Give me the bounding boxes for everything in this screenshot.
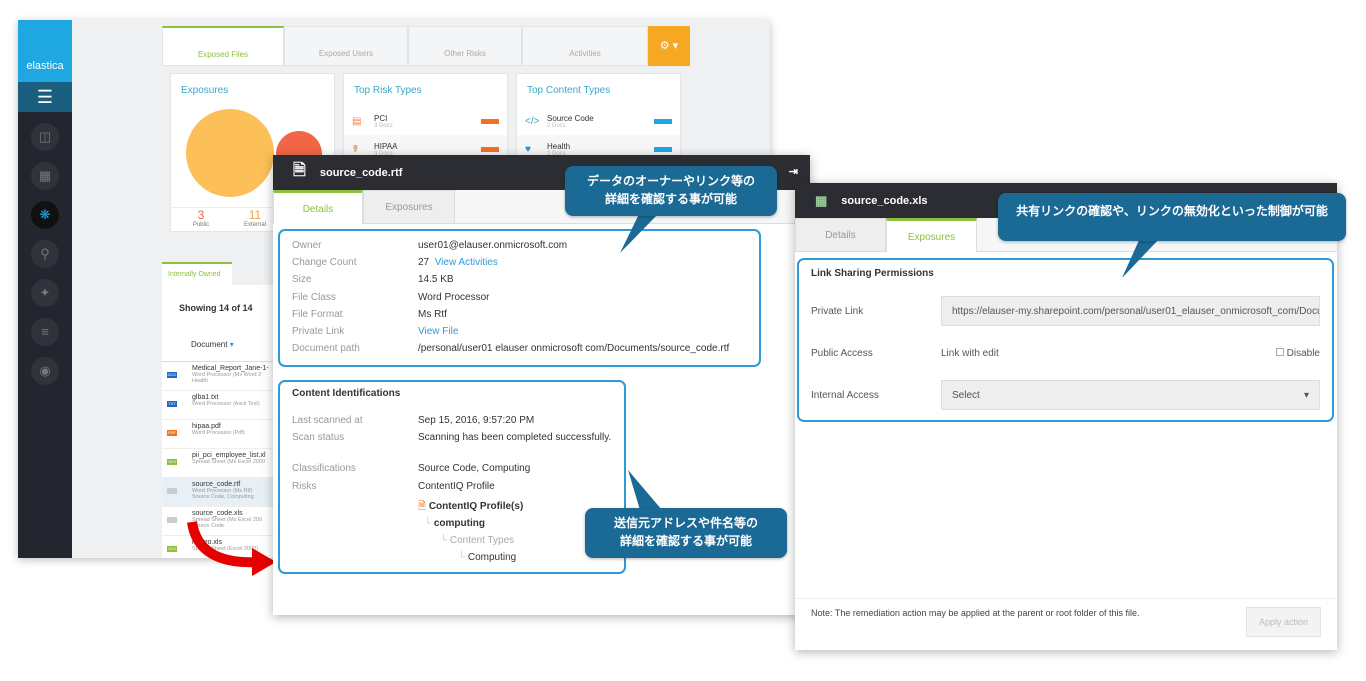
file-type-badge: TXT: [167, 401, 177, 407]
compass-icon[interactable]: ✦: [31, 279, 59, 307]
detail-row: Size 14.5 KB: [292, 274, 454, 286]
detail-row: File Class Word Processor: [292, 291, 490, 303]
apply-action-button[interactable]: Apply action: [1246, 607, 1321, 637]
file-type-badge: [167, 517, 177, 523]
table-row[interactable]: source_code.rtf Word Processor (Ms Rtf) So…: [162, 478, 282, 507]
tab-internally-owned[interactable]: Internally Owned: [162, 262, 232, 286]
file-type-badge: PDF: [167, 430, 177, 436]
document-column-header[interactable]: Document ▾: [162, 340, 282, 362]
gear-button[interactable]: ⚙ ▾: [648, 26, 690, 66]
table-row[interactable]: TXT glba1.txt Word Processor (Ascii Text): [162, 391, 282, 420]
list-item[interactable]: </> Source Code 2 Docs: [517, 107, 680, 135]
document-list: Showing 14 of 14 Document ▾ DOC Medical_R…: [162, 285, 282, 558]
file-type-badge: DOC: [167, 372, 177, 378]
tab-exposures[interactable]: Exposures: [363, 190, 455, 224]
caduceus-icon: ☤: [352, 143, 359, 155]
external-bubble: [186, 109, 274, 197]
tab-details[interactable]: Details: [273, 190, 363, 224]
file-details-panel: 🗎 source_code.rtf ⇥ Details Exposures Owner…: [273, 155, 810, 615]
table-row[interactable]: XLS pii_pci_employee_list.xl Spread Sheet …: [162, 449, 282, 478]
detail-row: File Format Ms Rtf: [292, 308, 447, 320]
logo: elastica: [18, 20, 72, 82]
heartbeat-icon: ♥: [525, 143, 531, 155]
file-type-badge: [167, 488, 177, 494]
tab-details[interactable]: Details: [795, 218, 886, 252]
exposures-card: Exposures 3 Public 11 External: [170, 73, 336, 232]
content-identifications-box: Content Identifications Last scanned at S…: [278, 380, 626, 574]
tab-activities[interactable]: Activities: [522, 26, 648, 66]
link[interactable]: View File: [418, 326, 459, 338]
red-arrow: [187, 521, 276, 576]
sliders-icon[interactable]: ≡: [31, 318, 59, 346]
dashboard-icon[interactable]: ▦: [31, 162, 59, 190]
tab-exposed-files[interactable]: Exposed Files: [162, 26, 284, 66]
list-item[interactable]: ▤ PCI 3 Docs: [344, 107, 507, 135]
code-icon: </>: [525, 115, 540, 127]
investigate-icon[interactable]: ⚲: [31, 240, 59, 268]
table-row[interactable]: DOC Medical_Report_Jane-1- Word Processor …: [162, 362, 282, 391]
link-sharing-box: Link Sharing Permissions Private Link htt…: [797, 258, 1334, 422]
table-row[interactable]: PDF hipaa.pdf Word Processor (Pdf): [162, 420, 282, 449]
detail-row: Document path/personal/user01 elauser on…: [292, 343, 730, 355]
internal-access-select[interactable]: Select ▾: [941, 380, 1320, 410]
collapse-icon[interactable]: ⇥: [788, 166, 798, 178]
callout-link-control: 共有リンクの確認や、リンクの無効化といった制御が可能: [998, 193, 1346, 241]
callout-owner-link: データのオーナーやリンク等の 詳細を確認する事が可能: [565, 166, 777, 216]
document-icon: 🗎: [293, 162, 306, 179]
caret-down-icon: ▾: [1303, 389, 1309, 401]
securlets-icon[interactable]: ❋: [31, 201, 59, 229]
basket-icon[interactable]: ◫: [31, 123, 59, 151]
tab-other-risks[interactable]: Other Risks: [408, 26, 522, 66]
table-row[interactable]: source_code.xls Spread Sheet (Ms Excel 20…: [162, 507, 282, 536]
file-exposures-panel: ▦ source_code.xls Details Exposures Link S…: [795, 183, 1337, 650]
details-box: Owner user01@elauser.onmicrosoft.com Chan…: [278, 229, 761, 367]
detail-row: Owner user01@elauser.onmicrosoft.com: [292, 240, 568, 252]
tab-exposures[interactable]: Exposures: [886, 218, 977, 252]
credit-card-icon: ▤: [352, 115, 362, 127]
detail-row: Change Count 27 View Activities: [292, 257, 498, 269]
spreadsheet-icon: ▦: [815, 192, 828, 208]
profile-icon: 🗎: [418, 500, 427, 512]
callout-sender: 送信元アドレスや件名等の 詳細を確認する事が可能: [585, 508, 787, 558]
tab-exposed-users[interactable]: Exposed Users: [284, 26, 408, 66]
file-type-badge: XLS: [167, 459, 177, 465]
disable-checkbox[interactable]: Disable: [1275, 347, 1320, 359]
menu-icon[interactable]: ☰: [18, 82, 72, 112]
eye-icon[interactable]: ◉: [31, 357, 59, 385]
file-type-badge: XLS: [167, 546, 177, 552]
sidebar: elastica ☰ ◫ ▦ ❋ ⚲ ✦ ≡ ◉: [18, 20, 72, 558]
detail-row: Private Link View File: [292, 326, 459, 338]
table-row[interactable]: XLS macro.xls Spread Sheet (Excel 2000): [162, 536, 282, 558]
link[interactable]: View Activities: [434, 257, 498, 269]
private-link-field[interactable]: https://elauser-my.sharepoint.com/person…: [941, 296, 1320, 326]
